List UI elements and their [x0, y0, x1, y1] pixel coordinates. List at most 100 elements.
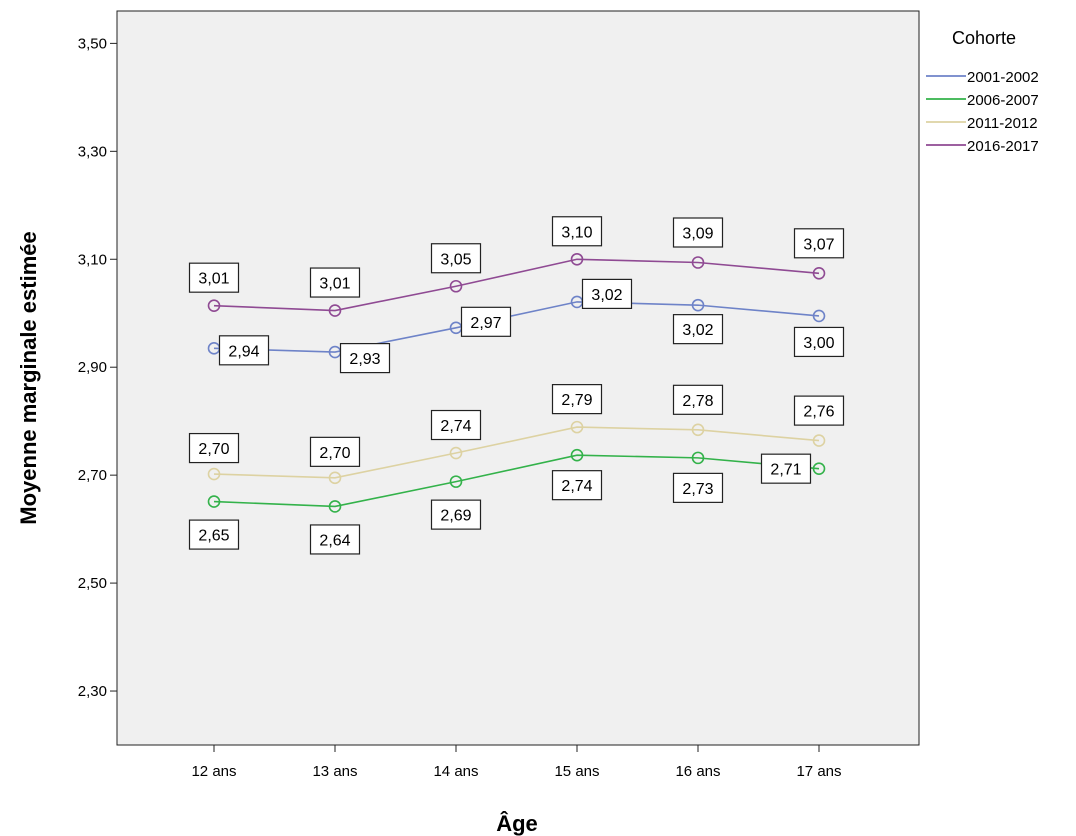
plot-background — [116, 10, 920, 746]
data-label: 2,70 — [188, 432, 240, 464]
y-tick-label: 3,10 — [78, 251, 107, 268]
data-label: 3,10 — [551, 216, 603, 247]
data-label: 2,74 — [551, 470, 603, 501]
data-label: 3,09 — [672, 217, 724, 248]
data-label-box — [581, 278, 633, 310]
x-tick-label: 13 ans — [312, 763, 357, 780]
series-line — [213, 426, 820, 479]
data-label-text: 3,01 — [198, 271, 229, 288]
data-label-box — [672, 384, 724, 415]
data-label-box — [551, 216, 603, 247]
series-line — [213, 301, 820, 353]
data-label: 3,02 — [581, 278, 633, 310]
data-label-text: 2,73 — [682, 481, 713, 498]
data-label-box — [430, 409, 482, 441]
data-label-box — [760, 453, 812, 484]
data-point — [570, 252, 584, 266]
data-point — [207, 467, 221, 481]
data-label-box — [551, 470, 603, 501]
y-tick-label: 3,50 — [78, 35, 107, 52]
data-label-box — [188, 262, 240, 293]
data-label-box — [551, 384, 603, 415]
legend: Cohorte 2001-2002 2006-2007 2011-2012 2016-… — [926, 28, 1039, 155]
data-point — [570, 448, 584, 462]
data-label-text: 2,76 — [803, 404, 834, 421]
data-label-box — [672, 217, 724, 248]
data-label: 3,01 — [309, 267, 361, 298]
data-label: 2,93 — [339, 342, 391, 374]
legend-label: 2006-2007 — [967, 92, 1039, 109]
data-point — [812, 309, 826, 323]
data-label-box — [672, 472, 724, 503]
data-label-text: 2,94 — [228, 343, 259, 360]
y-tick-label: 2,70 — [78, 467, 107, 484]
data-label-text: 2,64 — [319, 532, 350, 549]
data-point — [691, 451, 705, 465]
data-label-text: 2,74 — [440, 418, 471, 435]
y-tick-label: 2,30 — [78, 683, 107, 700]
data-label-box — [793, 228, 845, 259]
y-axis: 2,30 2,50 2,70 2,90 3,10 3,30 3,50 — [78, 35, 117, 700]
data-label-box — [339, 342, 391, 374]
data-label-text: 3,07 — [803, 236, 834, 253]
legend-label: 2016-2017 — [967, 138, 1039, 155]
data-point — [449, 446, 463, 460]
series-line — [213, 454, 820, 508]
data-label-text: 2,93 — [349, 351, 380, 368]
data-point — [449, 475, 463, 488]
series-2001-2002 — [207, 295, 826, 359]
legend-label: 2011-2012 — [967, 115, 1038, 132]
data-label: 2,97 — [460, 306, 512, 337]
series-2016-2017 — [207, 252, 826, 317]
x-tick-label: 15 ans — [554, 763, 599, 780]
data-label: 3,07 — [793, 228, 845, 259]
data-label: 3,00 — [793, 326, 845, 358]
data-label-text: 2,74 — [561, 478, 592, 495]
data-label-text: 2,97 — [470, 315, 501, 332]
data-label-text: 2,70 — [319, 445, 350, 462]
data-label-box — [672, 314, 724, 345]
x-tick-label: 17 ans — [796, 763, 841, 780]
data-point — [328, 471, 342, 485]
y-tick-label: 3,30 — [78, 143, 107, 160]
data-point — [328, 500, 342, 513]
data-labels: 2,94 2,93 2,97 3,02 3,02 3,00 2,65 2,64 2,69 2,74… — [188, 216, 845, 555]
data-label: 3,02 — [672, 314, 724, 345]
data-label: 3,05 — [430, 243, 482, 274]
legend-entry: 2006-2007 — [926, 92, 1039, 109]
data-label-box — [460, 306, 512, 337]
data-label: 2,94 — [218, 335, 270, 366]
y-tick-label: 2,50 — [78, 575, 107, 592]
data-point — [207, 495, 221, 508]
data-point — [207, 299, 221, 312]
data-point — [812, 462, 826, 475]
series-2011-2012 — [207, 420, 826, 485]
data-label-text: 2,70 — [198, 441, 229, 458]
legend-title: Cohorte — [952, 28, 1016, 48]
data-label-text: 3,09 — [682, 226, 713, 243]
series-lines — [207, 252, 826, 513]
data-point — [328, 304, 342, 317]
data-label-text: 2,69 — [440, 508, 471, 525]
data-label-box — [793, 326, 845, 358]
data-label-text: 3,10 — [561, 224, 592, 241]
data-label: 3,01 — [188, 262, 240, 293]
data-label: 2,73 — [672, 472, 724, 503]
legend-entry: 2011-2012 — [926, 115, 1038, 132]
data-label-text: 2,78 — [682, 393, 713, 410]
legend-entry: 2016-2017 — [926, 138, 1039, 155]
data-label-box — [793, 395, 845, 426]
data-label: 2,76 — [793, 395, 845, 426]
data-label-text: 2,71 — [770, 462, 801, 479]
data-label-box — [309, 267, 361, 298]
data-label-text: 3,02 — [682, 322, 713, 339]
x-tick-label: 12 ans — [191, 763, 236, 780]
data-point — [449, 279, 463, 293]
y-tick-label: 2,90 — [78, 359, 107, 376]
data-label: 2,74 — [430, 409, 482, 441]
data-label-box — [218, 335, 270, 366]
data-label-text: 3,02 — [591, 287, 622, 304]
data-label-text: 3,01 — [319, 276, 350, 293]
data-label-box — [430, 243, 482, 274]
data-label-text: 3,00 — [803, 335, 834, 352]
